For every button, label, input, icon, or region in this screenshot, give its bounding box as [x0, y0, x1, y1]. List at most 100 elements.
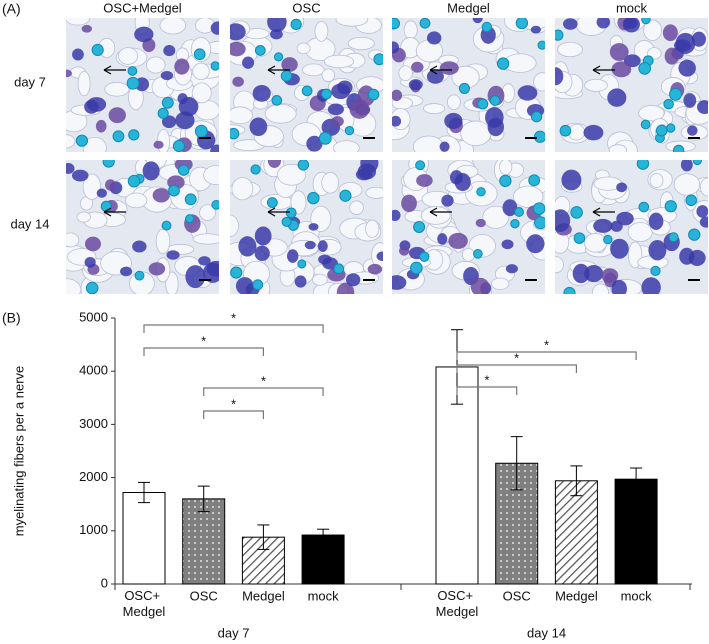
nucleus — [367, 263, 383, 275]
myelin — [193, 48, 206, 61]
vacuole — [512, 185, 544, 208]
vacuole — [557, 41, 583, 58]
nucleus — [683, 93, 697, 108]
nucleus — [66, 69, 72, 78]
myelin — [638, 62, 652, 75]
nucleus — [502, 199, 518, 217]
nucleus — [232, 76, 244, 87]
myelin — [230, 266, 243, 279]
myelin — [344, 125, 355, 136]
myelin — [177, 164, 190, 176]
nucleus — [235, 277, 254, 294]
nucleus — [439, 141, 450, 152]
vacuole — [66, 18, 91, 26]
myelin — [528, 174, 541, 187]
vacuole — [403, 20, 418, 40]
nucleus — [81, 24, 92, 33]
myelin — [392, 18, 401, 30]
vacuole — [230, 214, 239, 238]
nucleus — [95, 119, 107, 133]
myelin — [481, 21, 493, 33]
myelin — [655, 124, 668, 137]
nucleus — [134, 26, 154, 43]
panel-label: (A) — [2, 1, 21, 17]
nucleus — [254, 226, 272, 246]
vacuole — [412, 135, 445, 152]
nucleus — [596, 18, 611, 29]
myelin — [297, 160, 310, 171]
myelin — [333, 263, 345, 275]
nucleus — [72, 48, 84, 61]
myelin — [419, 18, 431, 29]
nucleus — [105, 179, 116, 191]
nucleus — [530, 25, 542, 34]
myelin — [476, 187, 486, 197]
myelin — [271, 95, 283, 106]
myelin — [496, 57, 510, 70]
myelin — [532, 202, 545, 215]
error-bar — [630, 467, 643, 491]
nucleus — [230, 41, 246, 57]
myelin — [685, 194, 697, 207]
nucleus — [611, 279, 627, 294]
myelin — [100, 200, 112, 212]
vacuole — [555, 256, 564, 274]
nucleus — [696, 205, 708, 218]
vacuole — [321, 68, 336, 83]
myelin — [339, 189, 352, 202]
myelin — [75, 134, 89, 147]
arrow-head — [267, 207, 276, 217]
column-label: OSC — [292, 0, 320, 15]
myelin — [489, 95, 501, 106]
vacuole — [335, 18, 369, 27]
vacuole — [638, 105, 665, 122]
vacuole — [290, 190, 307, 215]
nucleus — [357, 163, 377, 180]
significance-bracket: * — [143, 333, 264, 356]
column-label: mock — [616, 0, 648, 15]
micrograph — [392, 160, 545, 294]
nucleus — [249, 117, 268, 137]
significance-label: * — [231, 396, 236, 411]
vacuole — [159, 18, 187, 35]
significance-label: * — [544, 337, 549, 352]
nucleus — [153, 140, 164, 149]
vacuole — [349, 200, 364, 215]
nucleus — [448, 232, 468, 249]
myelin — [499, 174, 512, 188]
y-tick-label: 5000 — [79, 309, 108, 324]
bar — [301, 534, 345, 585]
nucleus — [254, 245, 270, 262]
vacuole — [66, 232, 80, 248]
myelin — [559, 124, 572, 137]
nucleus — [142, 161, 160, 181]
myelin — [194, 124, 208, 138]
nucleus — [376, 251, 383, 261]
vacuole — [583, 233, 608, 253]
micrograph-content — [392, 160, 545, 294]
myelin — [688, 228, 701, 241]
nucleus — [610, 220, 623, 232]
nucleus — [210, 21, 219, 35]
myelin — [280, 70, 293, 82]
y-tick-label: 3000 — [79, 416, 108, 431]
nucleus — [84, 256, 96, 268]
vacuole — [165, 271, 179, 294]
nucleus — [252, 84, 271, 102]
micrograph — [66, 160, 219, 294]
significance-bracket: * — [456, 350, 577, 373]
nucleus — [408, 79, 423, 91]
nucleus — [687, 125, 698, 136]
myelin — [266, 197, 278, 208]
nucleus — [449, 170, 463, 185]
nucleus — [392, 115, 402, 127]
significance-bracket: * — [456, 372, 518, 395]
myelin — [563, 286, 576, 294]
panel-a: (A) OSC+Medgel OSC Medgel mock day 7 day 14 — [2, 0, 708, 294]
myelin — [573, 232, 586, 244]
vacuole — [199, 204, 216, 221]
bar — [614, 478, 658, 585]
vacuole — [76, 211, 91, 223]
myelin — [650, 265, 661, 277]
vacuole — [643, 19, 662, 41]
